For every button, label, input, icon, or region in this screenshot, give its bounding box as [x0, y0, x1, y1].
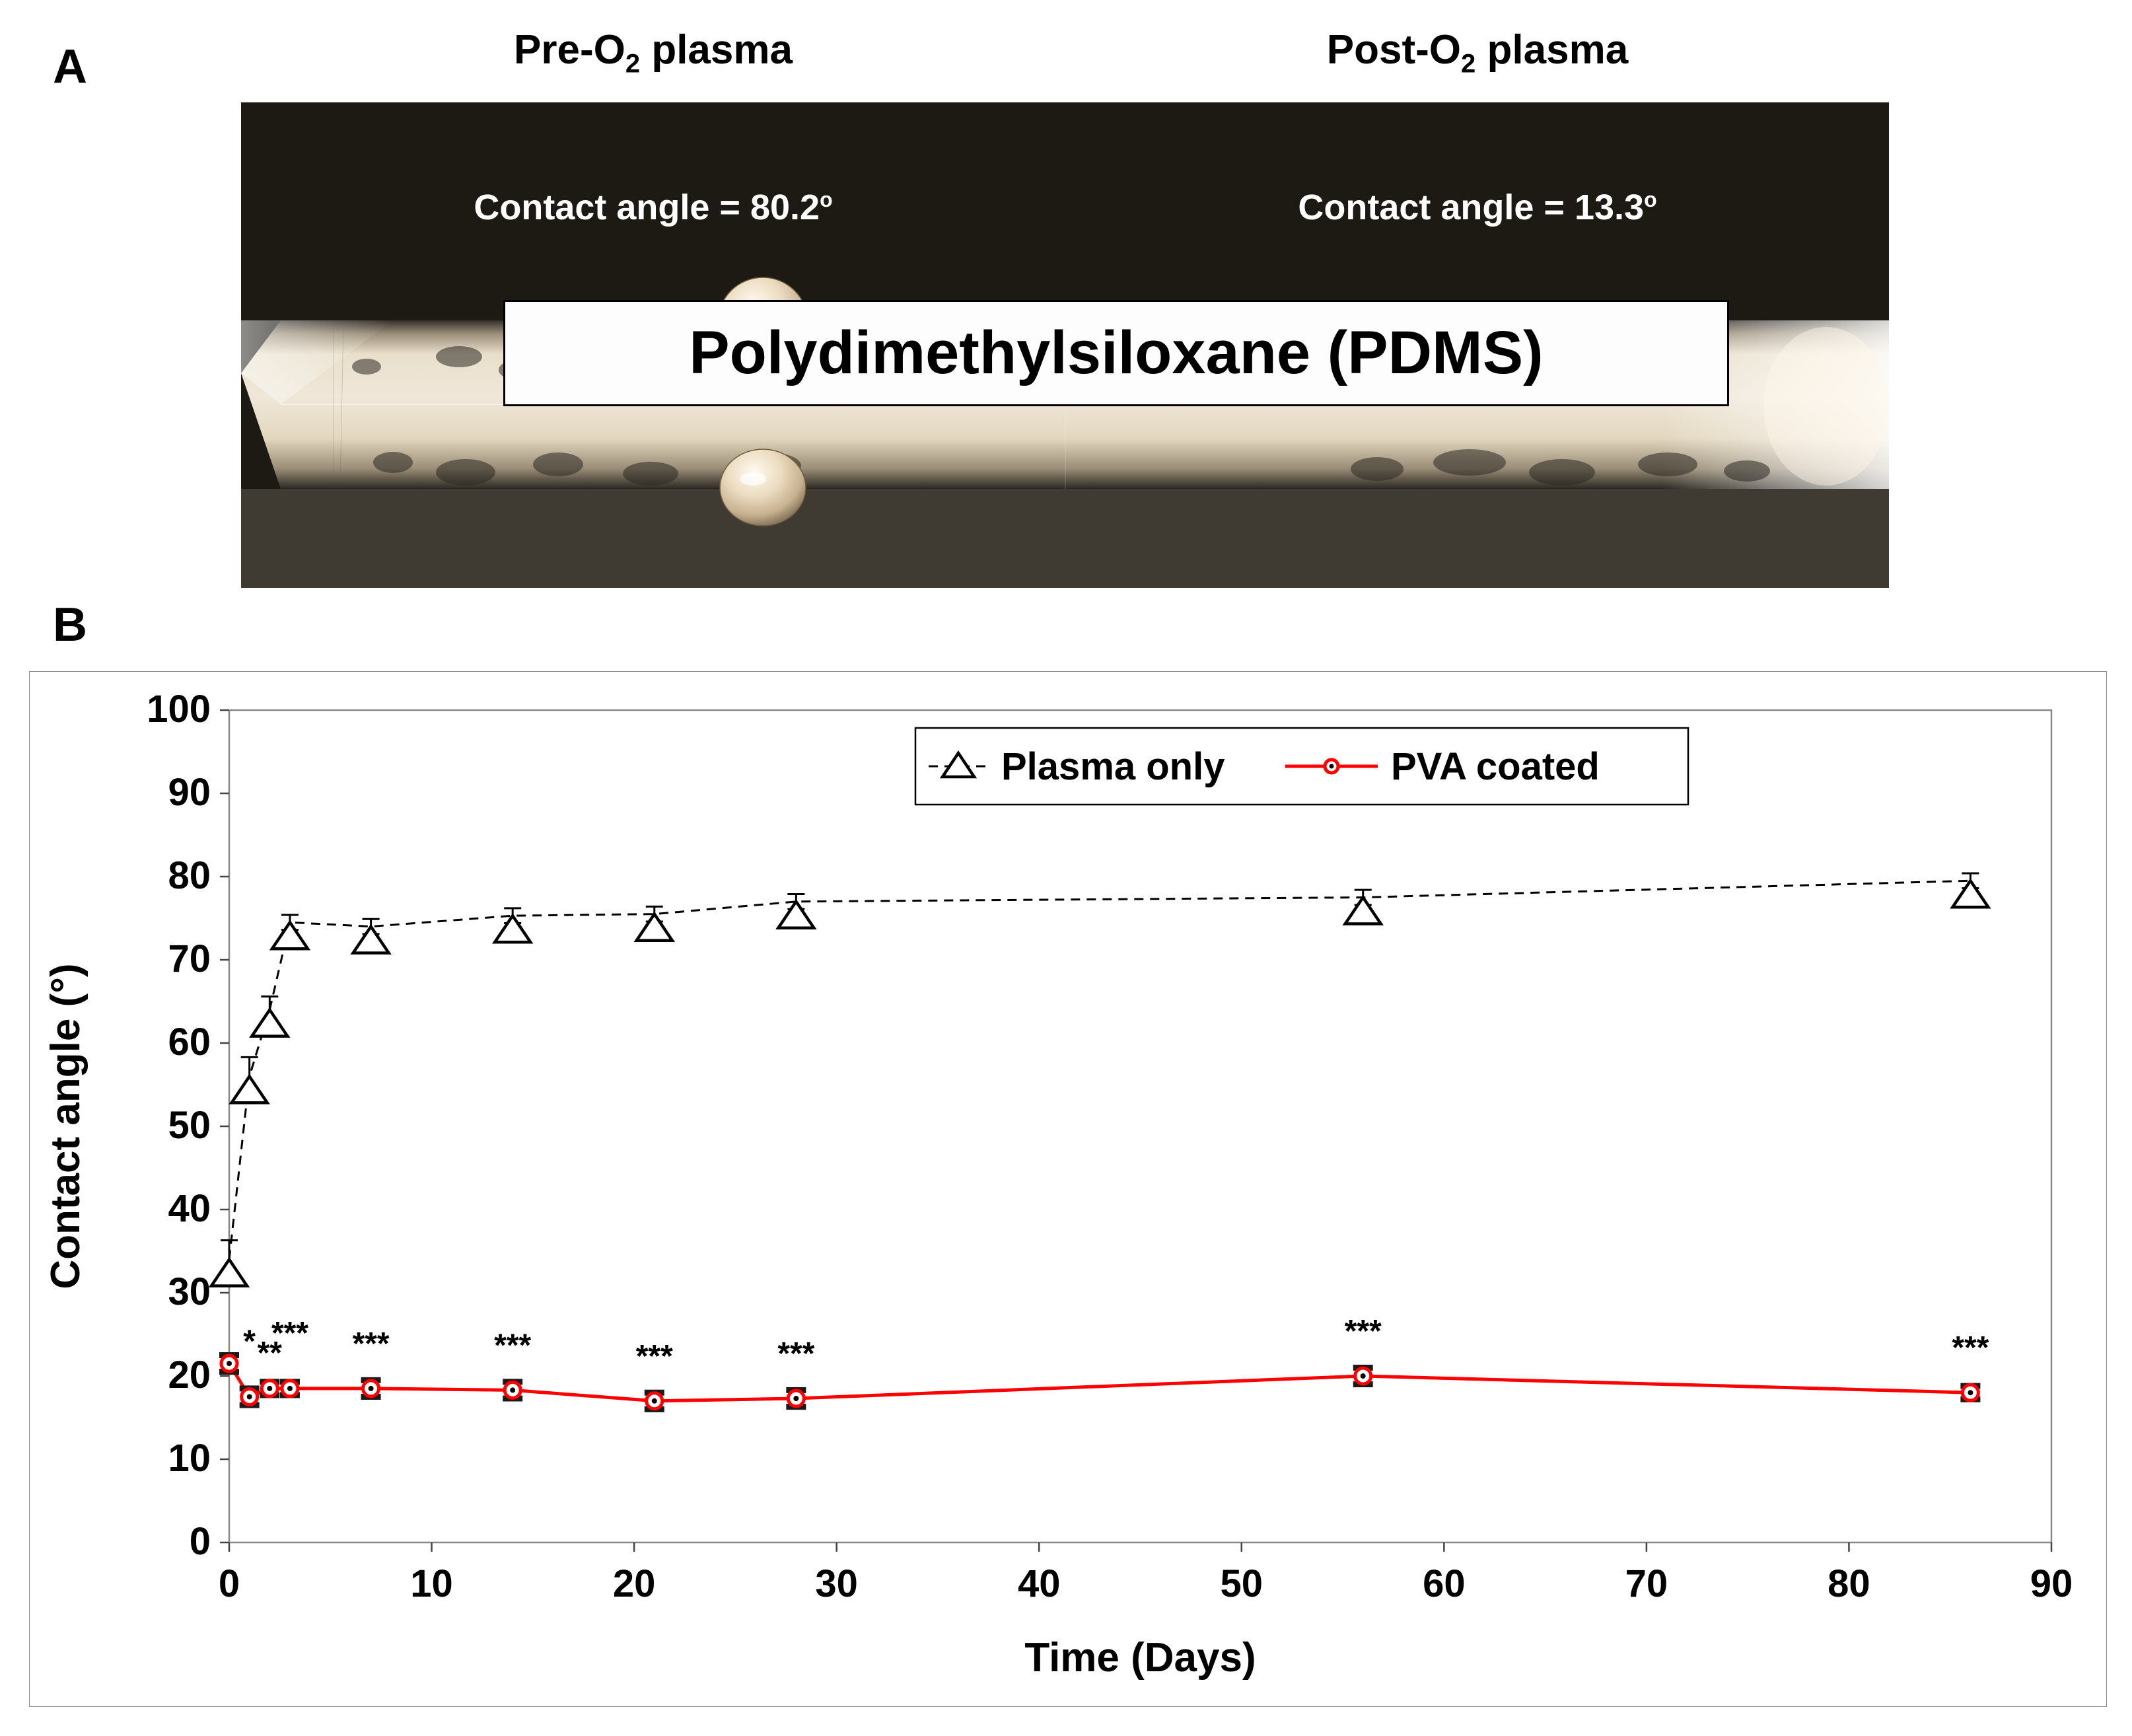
svg-text:0: 0 — [219, 1562, 240, 1605]
svg-text:60: 60 — [1423, 1562, 1466, 1605]
svg-text:10: 10 — [168, 1437, 211, 1480]
svg-text:20: 20 — [168, 1354, 211, 1396]
svg-text:Plasma only: Plasma only — [1001, 745, 1225, 788]
svg-text:***: *** — [494, 1328, 531, 1363]
svg-text:30: 30 — [168, 1270, 211, 1313]
svg-text:100: 100 — [147, 688, 211, 731]
svg-text:40: 40 — [1018, 1562, 1061, 1605]
svg-text:Time (Days): Time (Days) — [1024, 1635, 1256, 1681]
svg-text:Contact angle (°): Contact angle (°) — [43, 963, 89, 1289]
svg-text:***: *** — [353, 1326, 390, 1361]
svg-text:90: 90 — [2030, 1562, 2073, 1605]
svg-text:90: 90 — [168, 771, 211, 814]
svg-text:20: 20 — [613, 1562, 656, 1605]
svg-text:***: *** — [1952, 1330, 1989, 1365]
svg-text:50: 50 — [168, 1104, 211, 1147]
svg-text:50: 50 — [1221, 1562, 1263, 1605]
svg-text:*: * — [243, 1324, 256, 1359]
svg-text:PVA coated: PVA coated — [1391, 745, 1600, 788]
svg-text:40: 40 — [168, 1187, 211, 1230]
svg-text:***: *** — [1345, 1314, 1382, 1349]
svg-text:***: *** — [636, 1339, 673, 1374]
svg-text:80: 80 — [168, 854, 211, 897]
svg-text:10: 10 — [410, 1562, 453, 1605]
svg-text:30: 30 — [815, 1562, 858, 1605]
svg-text:70: 70 — [1625, 1562, 1668, 1605]
svg-text:***: *** — [271, 1316, 308, 1351]
svg-text:***: *** — [777, 1336, 814, 1371]
svg-text:0: 0 — [190, 1520, 211, 1563]
svg-text:70: 70 — [168, 937, 211, 980]
svg-text:60: 60 — [168, 1021, 211, 1064]
svg-text:80: 80 — [1828, 1562, 1870, 1605]
